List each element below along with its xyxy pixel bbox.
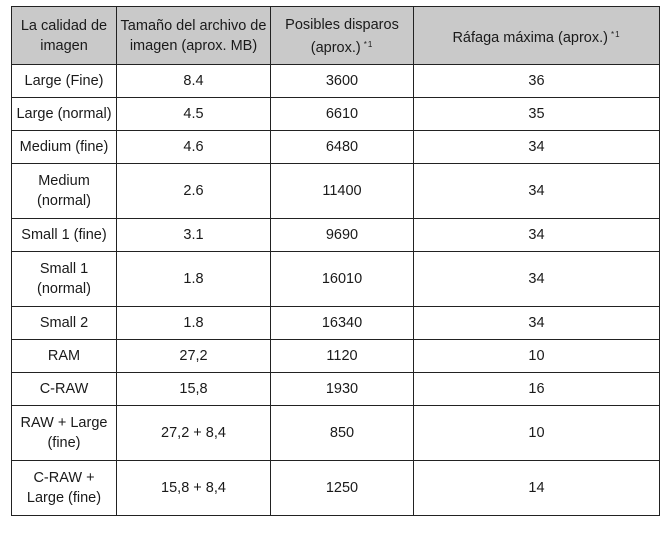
table-row: Medium (fine) 4.6 6480 34 xyxy=(11,130,660,164)
cell-shots: 6610 xyxy=(270,97,414,131)
cell-burst: 34 xyxy=(413,163,660,219)
header-image-quality-label: La calidad de imagen xyxy=(20,18,108,54)
header-possible-shots-label: Posibles disparos (aprox.) xyxy=(285,16,399,56)
cell-burst: 10 xyxy=(413,405,660,461)
footnote-marker: *1 xyxy=(363,39,374,49)
table-row: Small 1 (normal) 1.8 16010 34 xyxy=(11,251,660,307)
cell-burst: 34 xyxy=(413,130,660,164)
cell-size: 27,2 xyxy=(116,339,271,373)
cell-size: 3.1 xyxy=(116,218,271,252)
table-row: C-RAW + Large (fine) 15,8 + 8,4 1250 14 xyxy=(11,460,660,516)
cell-shots: 850 xyxy=(270,405,414,461)
cell-size: 1.8 xyxy=(116,306,271,340)
cell-quality: Medium (fine) xyxy=(11,130,117,164)
cell-burst: 10 xyxy=(413,339,660,373)
header-max-burst: Ráfaga máxima (aprox.) *1 xyxy=(413,6,660,65)
cell-burst: 16 xyxy=(413,372,660,406)
table-body: Large (Fine) 8.4 3600 36 Large (normal) … xyxy=(11,64,660,516)
cell-burst: 35 xyxy=(413,97,660,131)
header-image-quality: La calidad de imagen xyxy=(11,6,117,65)
header-file-size: Tamaño del archivo de imagen (aprox. MB) xyxy=(116,6,271,65)
cell-shots: 3600 xyxy=(270,64,414,98)
cell-quality: Medium (normal) xyxy=(11,163,117,219)
cell-size: 4.5 xyxy=(116,97,271,131)
cell-shots: 1930 xyxy=(270,372,414,406)
cell-quality: Small 2 xyxy=(11,306,117,340)
cell-size: 8.4 xyxy=(116,64,271,98)
table-row: Large (normal) 4.5 6610 35 xyxy=(11,97,660,131)
cell-size: 1.8 xyxy=(116,251,271,307)
table-row: Medium (normal) 2.6 11400 34 xyxy=(11,163,660,219)
cell-size: 27,2 + 8,4 xyxy=(116,405,271,461)
cell-size: 15,8 xyxy=(116,372,271,406)
footnote-marker: *1 xyxy=(610,29,621,39)
table-row: RAW + Large (fine) 27,2 + 8,4 850 10 xyxy=(11,405,660,461)
table-header: La calidad de imagen Tamaño del archivo … xyxy=(11,6,660,65)
table-row: Small 1 (fine) 3.1 9690 34 xyxy=(11,218,660,252)
table-row: Small 2 1.8 16340 34 xyxy=(11,306,660,340)
cell-quality: RAM xyxy=(11,339,117,373)
cell-quality: C-RAW xyxy=(11,372,117,406)
table-row: C-RAW 15,8 1930 16 xyxy=(11,372,660,406)
cell-shots: 9690 xyxy=(270,218,414,252)
cell-burst: 34 xyxy=(413,218,660,252)
cell-shots: 1250 xyxy=(270,460,414,516)
cell-shots: 1120 xyxy=(270,339,414,373)
cell-burst: 36 xyxy=(413,64,660,98)
cell-shots: 6480 xyxy=(270,130,414,164)
cell-size: 2.6 xyxy=(116,163,271,219)
table-row: RAM 27,2 1120 10 xyxy=(11,339,660,373)
image-quality-table: La calidad de imagen Tamaño del archivo … xyxy=(11,6,660,516)
cell-quality: Large (normal) xyxy=(11,97,117,131)
cell-quality: C-RAW + Large (fine) xyxy=(11,460,117,516)
header-possible-shots: Posibles disparos (aprox.) *1 xyxy=(270,6,414,65)
cell-quality: RAW + Large (fine) xyxy=(11,405,117,461)
cell-burst: 34 xyxy=(413,306,660,340)
header-file-size-label: Tamaño del archivo de imagen (aprox. MB) xyxy=(120,18,267,54)
table-row: Large (Fine) 8.4 3600 36 xyxy=(11,64,660,98)
cell-size: 4.6 xyxy=(116,130,271,164)
cell-quality: Large (Fine) xyxy=(11,64,117,98)
cell-quality: Small 1 (normal) xyxy=(11,251,117,307)
cell-quality: Small 1 (fine) xyxy=(11,218,117,252)
cell-size: 15,8 + 8,4 xyxy=(116,460,271,516)
header-max-burst-label: Ráfaga máxima (aprox.) xyxy=(452,29,608,46)
cell-shots: 16010 xyxy=(270,251,414,307)
cell-shots: 11400 xyxy=(270,163,414,219)
cell-burst: 14 xyxy=(413,460,660,516)
cell-burst: 34 xyxy=(413,251,660,307)
cell-shots: 16340 xyxy=(270,306,414,340)
header-row: La calidad de imagen Tamaño del archivo … xyxy=(11,6,660,65)
